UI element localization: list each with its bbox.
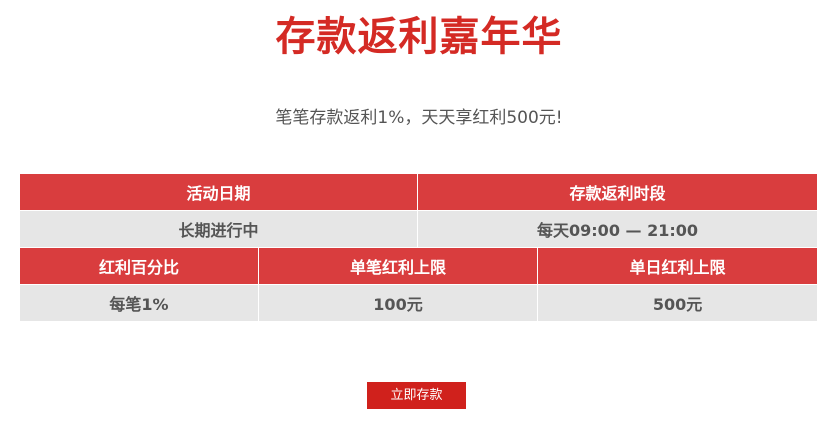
value-single-bonus-limit: 100元 [257,284,539,322]
table-header-row: 活动日期 存款返利时段 [18,173,819,211]
header-rebate-period: 存款返利时段 [417,173,819,211]
table-row: 长期进行中 每天09:00 — 21:00 [18,210,819,248]
value-daily-bonus-limit: 500元 [537,284,819,322]
header-daily-bonus-limit: 单日红利上限 [537,247,819,285]
header-single-bonus-limit: 单笔红利上限 [257,247,539,285]
header-activity-date: 活动日期 [18,173,419,211]
page-subtitle: 笔笔存款返利1%，天天享红利500元! [275,108,563,128]
deposit-now-button[interactable]: 立即存款 [367,382,466,409]
table-row: 每笔1% 100元 500元 [19,284,819,322]
page-title: 存款返利嘉年华 [275,14,563,60]
value-activity-date: 长期进行中 [18,210,419,248]
header-bonus-percent: 红利百分比 [19,247,259,285]
table-header-row: 红利百分比 单笔红利上限 单日红利上限 [19,247,819,285]
promo-info-table: 活动日期 存款返利时段 长期进行中 每天09:00 — 21:00 红利百分比 … [18,173,819,322]
value-bonus-percent: 每笔1% [19,284,259,322]
value-rebate-period: 每天09:00 — 21:00 [417,210,819,248]
